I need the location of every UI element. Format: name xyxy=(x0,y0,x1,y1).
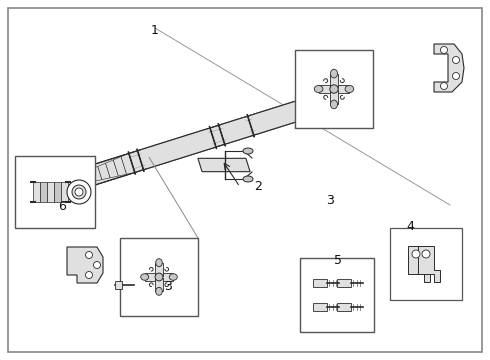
Circle shape xyxy=(72,185,86,199)
Text: 5: 5 xyxy=(334,253,342,266)
Ellipse shape xyxy=(243,148,253,154)
Polygon shape xyxy=(98,163,110,180)
Ellipse shape xyxy=(339,77,344,85)
Ellipse shape xyxy=(314,85,323,93)
Polygon shape xyxy=(121,153,135,174)
Polygon shape xyxy=(141,129,213,169)
Polygon shape xyxy=(105,160,119,178)
Polygon shape xyxy=(434,44,464,92)
Ellipse shape xyxy=(345,85,354,93)
Bar xyxy=(313,303,327,311)
Circle shape xyxy=(85,271,93,279)
Ellipse shape xyxy=(156,287,162,295)
Polygon shape xyxy=(65,82,361,193)
Bar xyxy=(390,228,462,300)
Polygon shape xyxy=(123,158,133,170)
Circle shape xyxy=(422,250,430,258)
Polygon shape xyxy=(418,246,440,282)
Text: 6: 6 xyxy=(58,199,66,212)
Text: 3: 3 xyxy=(326,194,334,207)
Polygon shape xyxy=(116,160,126,172)
Polygon shape xyxy=(330,73,338,87)
Bar xyxy=(313,279,327,287)
Ellipse shape xyxy=(348,106,354,114)
Ellipse shape xyxy=(330,69,338,78)
Ellipse shape xyxy=(243,176,253,182)
Ellipse shape xyxy=(330,100,338,109)
Bar xyxy=(54,182,61,202)
Polygon shape xyxy=(95,168,105,178)
Polygon shape xyxy=(250,88,343,134)
Circle shape xyxy=(452,57,460,63)
Polygon shape xyxy=(67,176,77,186)
Polygon shape xyxy=(145,273,158,281)
Polygon shape xyxy=(218,123,225,146)
Polygon shape xyxy=(67,177,76,186)
Ellipse shape xyxy=(170,274,177,280)
Bar xyxy=(300,258,374,332)
Polygon shape xyxy=(67,247,103,283)
Polygon shape xyxy=(221,117,251,143)
Polygon shape xyxy=(209,126,217,149)
Polygon shape xyxy=(408,246,430,282)
Circle shape xyxy=(67,180,91,204)
Bar xyxy=(120,238,198,316)
Polygon shape xyxy=(82,170,94,183)
Circle shape xyxy=(85,252,93,258)
Ellipse shape xyxy=(156,259,162,267)
Circle shape xyxy=(452,72,460,80)
Polygon shape xyxy=(318,85,333,93)
Polygon shape xyxy=(74,175,83,184)
Bar xyxy=(295,50,373,128)
Bar xyxy=(337,303,351,311)
Ellipse shape xyxy=(65,178,71,188)
Polygon shape xyxy=(81,172,91,182)
Polygon shape xyxy=(155,263,163,276)
Polygon shape xyxy=(137,149,144,172)
Text: 1: 1 xyxy=(151,23,159,36)
Circle shape xyxy=(155,273,163,281)
Polygon shape xyxy=(74,173,86,185)
Polygon shape xyxy=(115,281,122,289)
Circle shape xyxy=(441,46,447,54)
Polygon shape xyxy=(102,165,112,176)
Polygon shape xyxy=(128,152,136,174)
Polygon shape xyxy=(160,273,173,281)
Polygon shape xyxy=(109,163,119,174)
Circle shape xyxy=(412,250,420,258)
Bar xyxy=(15,156,95,228)
Polygon shape xyxy=(247,114,254,137)
Ellipse shape xyxy=(141,274,148,280)
Circle shape xyxy=(94,261,100,269)
Polygon shape xyxy=(113,157,126,176)
Bar xyxy=(47,182,54,202)
Polygon shape xyxy=(330,90,338,104)
Bar xyxy=(61,182,68,202)
Circle shape xyxy=(330,85,338,93)
Polygon shape xyxy=(335,85,349,93)
Bar xyxy=(33,182,40,202)
Circle shape xyxy=(75,188,83,196)
Polygon shape xyxy=(155,278,163,291)
Text: 2: 2 xyxy=(254,180,262,193)
Polygon shape xyxy=(198,158,250,172)
Circle shape xyxy=(441,82,447,90)
Bar xyxy=(40,182,47,202)
Polygon shape xyxy=(90,166,102,181)
Text: 4: 4 xyxy=(406,220,414,233)
Text: 3: 3 xyxy=(164,279,172,292)
Bar xyxy=(337,279,351,287)
Polygon shape xyxy=(88,170,98,180)
